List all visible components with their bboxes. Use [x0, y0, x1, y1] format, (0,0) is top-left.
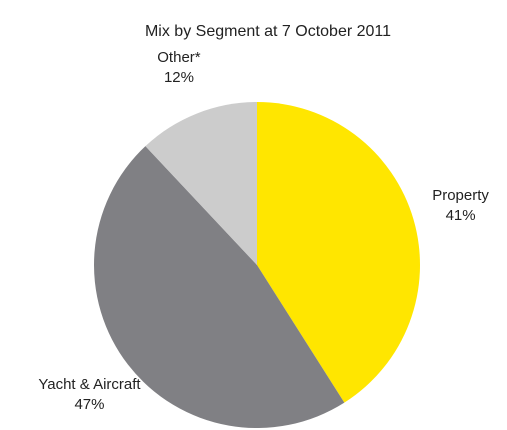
chart-title: Mix by Segment at 7 October 2011 [145, 23, 391, 40]
slice-value-label: 12% [164, 69, 194, 86]
slice-value-label: 41% [446, 207, 476, 224]
slice-label: Other* [157, 49, 201, 66]
pie-slice [257, 102, 421, 403]
slice-value-label: 47% [74, 396, 104, 413]
pie-slice [145, 102, 257, 265]
slice-label: Yacht & Aircraft [38, 376, 141, 393]
slice-label: Property [432, 187, 489, 204]
pie-slice [93, 146, 345, 429]
